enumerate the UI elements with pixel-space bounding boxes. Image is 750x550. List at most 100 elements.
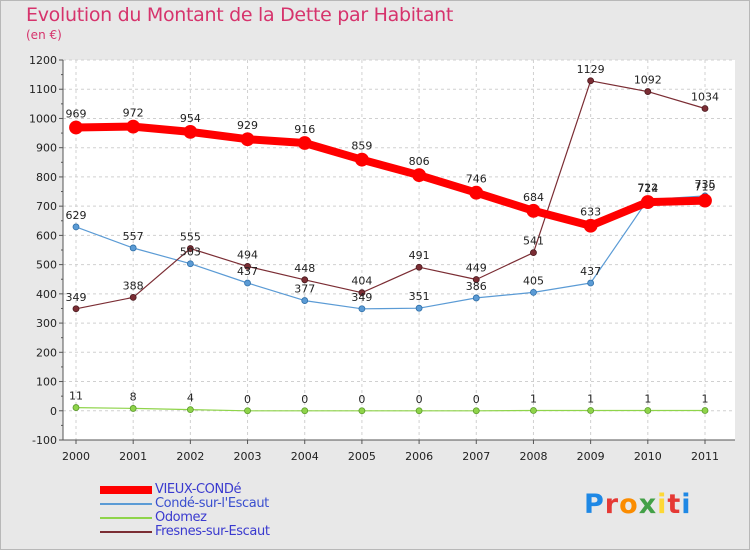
data-point-0 xyxy=(183,125,198,139)
data-label-1: 386 xyxy=(466,280,487,293)
data-label-1: 503 xyxy=(180,246,201,259)
x-tick-label: 2003 xyxy=(234,450,262,463)
legend-swatch xyxy=(100,486,152,494)
x-tick-label: 2005 xyxy=(348,450,376,463)
data-label-1: 349 xyxy=(351,291,372,304)
data-point-0 xyxy=(355,152,369,167)
data-labels: 969 972 954 929 916 859 806 746 684 633 714 719 629 5… xyxy=(66,63,720,406)
logo-letter: x xyxy=(638,489,658,520)
data-point-3 xyxy=(587,77,595,85)
plot-area xyxy=(63,60,735,440)
series-line-1 xyxy=(75,195,706,310)
data-point-2 xyxy=(415,407,423,415)
data-label-0: 714 xyxy=(637,182,658,195)
y-tick-label: 200 xyxy=(36,346,57,359)
data-point-3 xyxy=(301,276,309,284)
x-tick-label: 2004 xyxy=(291,450,319,463)
data-label-2: 0 xyxy=(473,393,480,406)
data-label-1: 351 xyxy=(409,290,430,303)
data-point-0 xyxy=(583,218,598,233)
data-label-2: 0 xyxy=(416,393,423,406)
y-tick-label: 600 xyxy=(36,229,57,242)
data-label-2: 0 xyxy=(358,393,365,406)
logo-letter: i xyxy=(681,489,692,520)
data-point-0 xyxy=(698,193,712,208)
x-tick-label: 2007 xyxy=(462,450,490,463)
data-point-0 xyxy=(469,185,484,200)
data-label-2: 11 xyxy=(69,390,83,403)
y-tick-label: -100 xyxy=(32,434,57,447)
data-point-1 xyxy=(129,244,137,252)
data-label-3: 1034 xyxy=(691,91,719,104)
data-label-3: 388 xyxy=(123,279,144,292)
data-point-3 xyxy=(530,249,537,257)
data-label-0: 916 xyxy=(294,123,315,136)
data-point-1 xyxy=(186,260,194,268)
data-label-1: 437 xyxy=(580,265,601,278)
data-label-1: 735 xyxy=(695,178,716,191)
y-tick-label: 400 xyxy=(36,288,57,301)
data-point-1 xyxy=(587,279,595,287)
data-label-0: 972 xyxy=(123,107,144,120)
legend-swatch xyxy=(100,517,152,519)
x-tick-label: 2001 xyxy=(119,450,147,463)
data-label-3: 555 xyxy=(180,231,201,244)
x-tick-label: 2002 xyxy=(176,450,204,463)
data-label-1: 405 xyxy=(523,274,544,287)
data-label-3: 349 xyxy=(66,291,87,304)
data-point-3 xyxy=(244,262,251,270)
y-tick-label: 300 xyxy=(36,317,57,330)
data-point-1 xyxy=(72,223,80,231)
y-tick-label: 1200 xyxy=(29,54,57,67)
data-label-0: 859 xyxy=(351,140,372,153)
proxiti-logo: Proxiti xyxy=(584,489,692,520)
data-point-0 xyxy=(126,119,141,134)
data-point-0 xyxy=(640,195,655,209)
data-label-3: 449 xyxy=(466,262,487,275)
data-label-2: 1 xyxy=(530,392,537,405)
y-tick-label: 500 xyxy=(36,259,57,272)
data-label-0: 969 xyxy=(66,108,87,121)
data-label-0: 746 xyxy=(466,173,487,186)
data-label-2: 0 xyxy=(244,393,251,406)
logo-letter: o xyxy=(619,489,639,520)
data-point-2 xyxy=(587,407,595,414)
y-tick-label: 1100 xyxy=(29,83,57,96)
chart-subtitle: (en €) xyxy=(26,28,62,42)
data-point-2 xyxy=(129,405,137,412)
y-tick-label: 0 xyxy=(50,405,57,418)
data-label-3: 1129 xyxy=(577,63,605,76)
data-point-3 xyxy=(472,276,480,283)
data-label-0: 719 xyxy=(695,181,716,194)
data-label-1: 377 xyxy=(294,283,315,296)
logo-letter: t xyxy=(667,489,682,520)
data-label-0: 929 xyxy=(237,119,258,132)
data-point-0 xyxy=(526,203,541,218)
data-point-3 xyxy=(644,88,652,95)
data-label-2: 4 xyxy=(187,392,194,405)
data-point-2 xyxy=(186,406,194,414)
y-tick-label: 700 xyxy=(36,200,57,213)
data-label-1: 722 xyxy=(637,182,658,195)
legend-swatch xyxy=(100,503,152,505)
x-tick-label: 2010 xyxy=(634,450,662,463)
data-label-3: 448 xyxy=(294,262,315,275)
logo-letter: i xyxy=(657,489,668,520)
data-label-0: 954 xyxy=(180,112,201,125)
data-point-3 xyxy=(186,245,194,252)
data-point-2 xyxy=(644,407,652,414)
y-tick-label: 900 xyxy=(36,142,57,155)
x-tick-label: 2011 xyxy=(691,450,719,463)
data-label-2: 1 xyxy=(644,392,651,405)
series-line-3 xyxy=(75,80,706,310)
series-points xyxy=(69,77,712,415)
legend-label: Fresnes-sur-Escaut xyxy=(155,524,270,539)
data-label-1: 629 xyxy=(66,209,87,222)
data-point-1 xyxy=(358,305,366,313)
data-label-1: 437 xyxy=(237,265,258,278)
y-tick-label: 800 xyxy=(36,171,57,184)
axes xyxy=(59,59,735,444)
data-point-2 xyxy=(701,407,709,414)
data-point-0 xyxy=(297,136,312,150)
data-point-3 xyxy=(415,263,423,271)
